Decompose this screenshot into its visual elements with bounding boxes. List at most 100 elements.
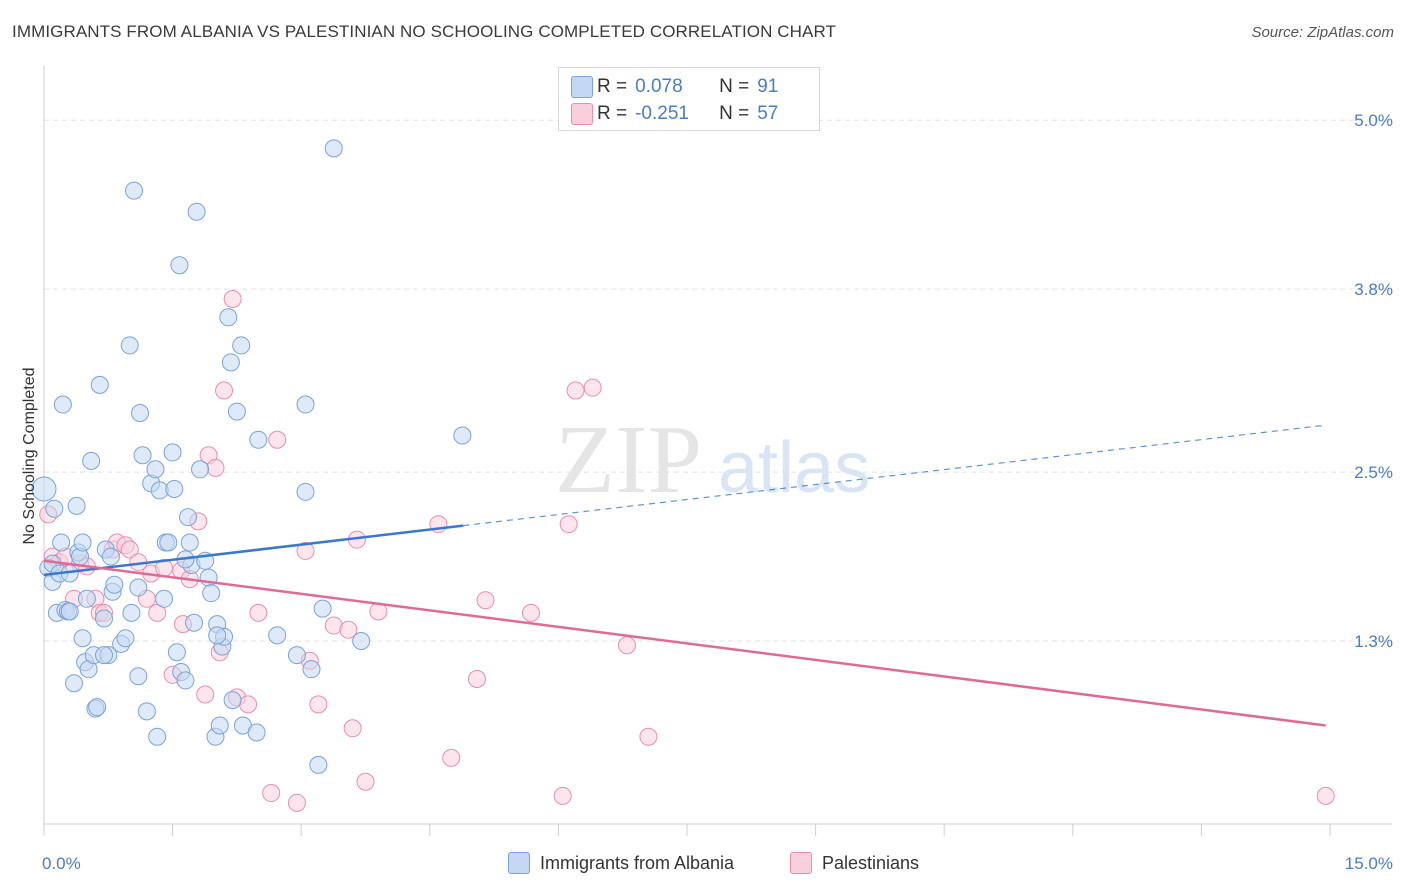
legend-n-value: 57 — [757, 103, 779, 124]
albania-trend-extension — [463, 425, 1322, 527]
albania-point — [131, 403, 150, 422]
albania-point — [176, 671, 195, 690]
albania-point — [133, 446, 152, 465]
palestinians-point — [566, 381, 585, 400]
source-label: Source: ZipAtlas.com — [1251, 24, 1394, 41]
legend-label-palestinians: Palestinians — [822, 852, 920, 873]
palestinians-swatch — [790, 852, 812, 874]
palestinians-point — [120, 540, 139, 559]
albania-point — [302, 660, 321, 679]
albania-point — [223, 691, 242, 710]
albania-point — [60, 602, 79, 621]
albania-point — [73, 629, 92, 648]
legend-r-value: -0.251 — [635, 103, 689, 124]
legend-n-label: N = — [719, 103, 750, 124]
palestinians-point — [521, 603, 540, 622]
palestinians-point — [239, 695, 258, 714]
palestinians-point — [1316, 786, 1335, 805]
palestinians-point — [223, 289, 242, 308]
albania-point — [129, 667, 148, 686]
albania-point — [180, 533, 199, 552]
albania-point — [125, 181, 144, 200]
y-tick-label: 2.5% — [1354, 463, 1393, 482]
albania-point — [67, 496, 86, 515]
palestinians-point — [442, 748, 461, 767]
tick-labels: 1.3% 2.5% 3.8% 5.0% 0.0% 15.0% — [42, 111, 1393, 873]
y-axis-label: No Schooling Completed — [21, 368, 38, 545]
albania-point — [129, 578, 148, 597]
albania-point — [148, 727, 167, 746]
legend-row-palestinians: R = -0.251 N = 57 — [571, 101, 779, 127]
albania-point — [116, 629, 135, 648]
albania-point — [221, 353, 240, 372]
palestinians-point — [206, 458, 225, 477]
albania-point — [313, 599, 332, 618]
palestinians-point — [339, 620, 358, 639]
watermark-zip: ZIP — [555, 406, 702, 514]
palestinians-point — [215, 381, 234, 400]
palestinians-point — [476, 591, 495, 610]
albania-point — [453, 426, 472, 445]
y-tick-label: 5.0% — [1354, 111, 1393, 130]
legend-n-value: 91 — [757, 76, 779, 97]
albania-point — [309, 755, 328, 774]
albania-point — [146, 460, 165, 479]
albania-point — [170, 256, 189, 275]
albania-point — [352, 632, 371, 651]
albania-swatch — [571, 76, 593, 98]
palestinians-point — [287, 793, 306, 812]
albania-point — [88, 698, 107, 717]
chart-title: IMMIGRANTS FROM ALBANIA VS PALESTINIAN N… — [12, 22, 837, 41]
palestinians-point — [268, 430, 287, 449]
albania-point — [95, 646, 114, 665]
albania-point — [45, 499, 64, 518]
y-tick-label: 1.3% — [1354, 632, 1393, 651]
albania-point — [163, 443, 182, 462]
albania-point — [249, 430, 268, 449]
albania-point — [296, 482, 315, 501]
palestinians-point — [467, 670, 486, 689]
gridlines — [44, 119, 1392, 642]
watermark-atlas: atlas — [718, 428, 870, 508]
albania-point — [324, 139, 343, 158]
albania-point — [137, 702, 156, 721]
palestinians-point — [553, 786, 572, 805]
albania-points — [31, 139, 472, 774]
albania-point — [202, 584, 221, 603]
albania-point — [65, 674, 84, 693]
legend-r-label: R = — [597, 76, 628, 97]
legend-row-albania: R = 0.078 N = 91 — [571, 74, 779, 100]
albania-point — [185, 613, 204, 632]
palestinians-point — [249, 603, 268, 622]
albania-point — [268, 626, 287, 645]
albania-point — [179, 508, 198, 527]
albania-point — [155, 589, 174, 608]
palestinians-point — [196, 685, 215, 704]
albania-point — [191, 460, 210, 479]
palestinians-point — [296, 541, 315, 560]
albania-point — [219, 308, 238, 327]
palestinians-point — [309, 695, 328, 714]
x-tick-label: 0.0% — [42, 854, 81, 873]
legend: R = 0.078 N = 91 R = -0.251 N = 57 — [558, 67, 820, 131]
palestinians-point — [583, 378, 602, 397]
legend-label-albania: Immigrants from Albania — [540, 852, 735, 873]
albania-trend-line — [43, 524, 464, 577]
albania-point — [187, 202, 206, 221]
legend-item-albania: Immigrants from Albania — [508, 852, 734, 874]
albania-point — [120, 336, 139, 355]
x-tick-label: 15.0% — [1345, 854, 1393, 873]
trend-lines — [43, 425, 1326, 727]
palestinians-swatch — [571, 103, 593, 125]
albania-point — [165, 480, 184, 499]
legend-n-label: N = — [719, 76, 750, 97]
albania-point — [287, 646, 306, 665]
albania-swatch — [508, 852, 530, 874]
palestinians-point — [356, 772, 375, 791]
albania-point — [52, 533, 71, 552]
albania-point — [53, 395, 72, 414]
albania-point — [232, 336, 251, 355]
legend-item-palestinians: Palestinians — [790, 852, 919, 874]
albania-point — [90, 375, 109, 394]
